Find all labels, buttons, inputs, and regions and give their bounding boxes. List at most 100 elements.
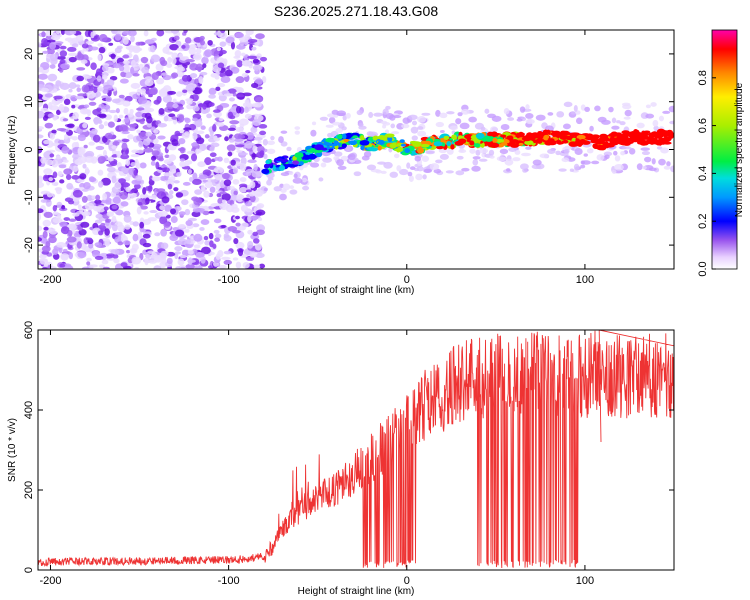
halo-blob (479, 148, 489, 154)
noise-blob (38, 212, 42, 221)
noise-blob (86, 194, 93, 202)
noise-blob (181, 43, 190, 51)
noise-blob (195, 251, 205, 258)
noise-blob (132, 221, 139, 227)
halo-blob (555, 150, 561, 156)
noise-blob (249, 181, 256, 189)
spectrogram-ytick-label: 10 (23, 96, 35, 108)
noise-blob (123, 214, 132, 223)
noise-blob (217, 62, 225, 69)
noise-blob (194, 119, 203, 128)
noise-blob (192, 132, 198, 137)
noise-blob (51, 129, 57, 134)
noise-blob (133, 183, 141, 190)
noise-blob (221, 256, 231, 260)
noise-blob (80, 59, 88, 64)
noise-blob (243, 54, 250, 62)
noise-blob (88, 46, 99, 51)
noise-blob (224, 136, 229, 142)
halo-blob (574, 148, 583, 155)
noise-blob (159, 56, 166, 65)
noise-blob (52, 204, 58, 212)
halo-blob (670, 165, 674, 173)
noise-blob (65, 174, 72, 181)
noise-blob (183, 30, 188, 34)
noise-blob (97, 169, 104, 176)
noise-blob (179, 255, 187, 259)
noise-blob (178, 224, 186, 229)
noise-blob (59, 82, 70, 90)
noise-blob (238, 152, 248, 156)
noise-blob (173, 187, 179, 192)
ridge-blob (585, 133, 594, 140)
noise-blob (159, 176, 167, 181)
noise-blob (59, 50, 68, 57)
noise-blob (72, 189, 83, 198)
halo-blob (461, 108, 470, 115)
halo-blob (280, 130, 288, 134)
spectrogram-ylabel: Frequency (Hz) (7, 116, 18, 185)
halo-blob (435, 159, 443, 164)
noise-blob (146, 115, 153, 124)
noise-blob (125, 187, 131, 193)
halo-blob (586, 148, 594, 154)
spectrogram-content (38, 30, 674, 269)
noise-blob (63, 168, 73, 175)
noise-blob (130, 66, 135, 75)
noise-blob (175, 91, 183, 97)
ridge-blob (594, 139, 603, 145)
noise-blob (49, 230, 58, 235)
noise-blob (101, 177, 112, 186)
ridge-blob (281, 158, 289, 163)
noise-blob (109, 75, 118, 81)
noise-blob (167, 183, 173, 190)
noise-blob (111, 175, 117, 184)
noise-blob (43, 263, 49, 267)
ridge-blob (560, 131, 569, 136)
noise-blob (130, 59, 136, 67)
ridge-blob (649, 140, 655, 145)
noise-blob (177, 114, 185, 123)
noise-blob (188, 47, 197, 55)
noise-blob (172, 98, 177, 103)
noise-blob (255, 33, 265, 40)
noise-blob (181, 45, 186, 49)
noise-blob (130, 162, 136, 167)
noise-blob (255, 78, 263, 85)
halo-blob (459, 122, 470, 130)
noise-blob (56, 241, 66, 248)
noise-blob (187, 249, 194, 255)
noise-blob (81, 266, 90, 269)
noise-blob (98, 34, 108, 42)
noise-blob (128, 45, 134, 53)
noise-blob (113, 114, 118, 123)
noise-blob (95, 145, 105, 151)
colorbar-tick-label: 0.4 (697, 166, 709, 181)
halo-blob (407, 171, 413, 177)
noise-blob (149, 44, 156, 53)
noise-blob (245, 189, 253, 193)
halo-blob (270, 135, 275, 141)
noise-blob (181, 249, 190, 257)
noise-blob (133, 115, 144, 120)
noise-blob (210, 179, 218, 183)
noise-blob (204, 181, 213, 189)
noise-blob (185, 220, 193, 227)
noise-blob (41, 245, 51, 253)
noise-blob (168, 113, 176, 118)
noise-blob (68, 223, 77, 231)
noise-blob (234, 49, 242, 58)
noise-blob (227, 151, 233, 157)
noise-blob (60, 30, 66, 36)
halo-blob (262, 138, 268, 146)
noise-blob (135, 161, 141, 170)
noise-blob (253, 264, 261, 269)
noise-blob (40, 157, 47, 164)
ridge-blob (384, 133, 395, 138)
noise-blob (209, 146, 215, 152)
ridge-blob (550, 132, 560, 136)
noise-blob (137, 201, 143, 206)
noise-blob (131, 256, 142, 265)
noise-blob (208, 210, 215, 214)
